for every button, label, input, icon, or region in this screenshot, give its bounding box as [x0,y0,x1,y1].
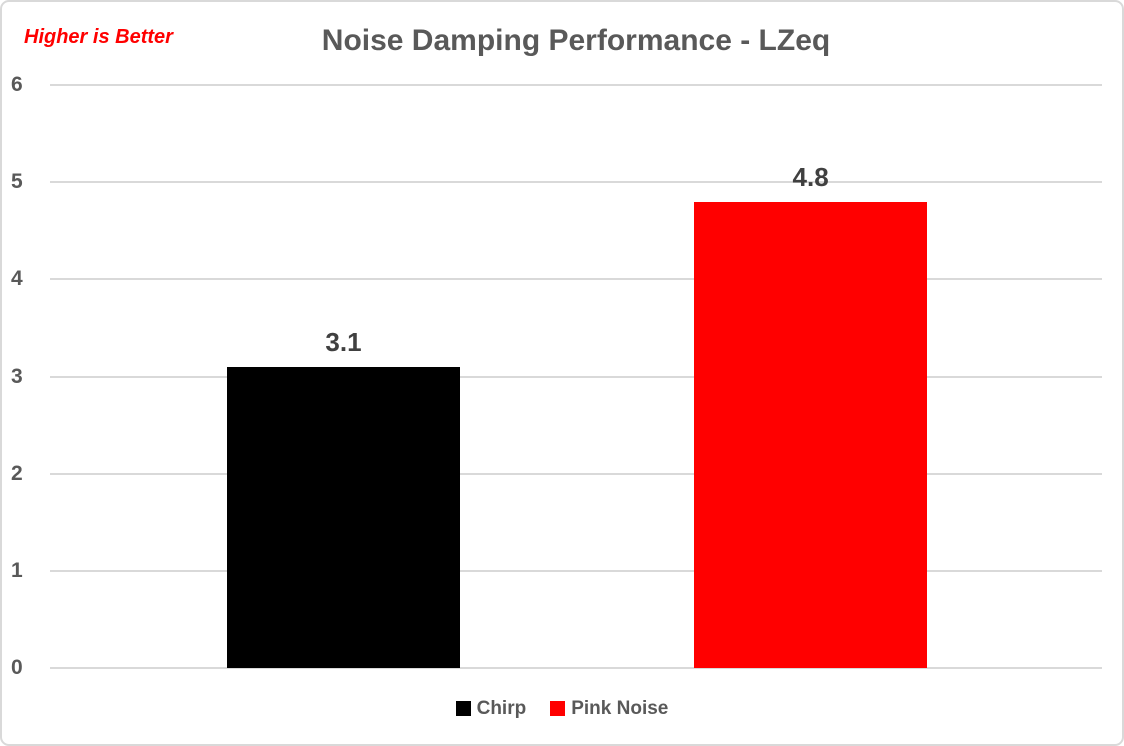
bar-value-label-pink-noise: 4.8 [792,161,829,192]
gridline [50,375,1102,378]
legend-item-pink-noise: Pink Noise [550,699,668,718]
legend-item-chirp: Chirp [455,698,527,719]
bar-pink-noise [694,201,927,668]
y-axis-tick-label: 0 [11,656,23,679]
y-axis-tick-label: 1 [11,558,23,582]
y-axis-tick-label: 5 [11,170,23,194]
plot-area: 3.1 4.8 [50,84,1102,669]
gridline [50,667,1102,669]
y-axis-tick-label: 3 [11,364,23,388]
legend: Chirp Pink Noise [2,699,1122,718]
gridline [50,181,1102,184]
chart-title: Noise Damping Performance - LZeq [321,24,831,57]
legend-swatch-pink-noise [550,701,566,716]
y-axis-tick-label: 2 [11,461,23,485]
bar-value-label-chirp: 3.1 [325,326,362,357]
legend-label-pink-noise: Pink Noise [571,698,669,719]
y-axis-tick-label: 6 [11,73,23,96]
higher-is-better-annotation: Higher is Better [24,26,173,48]
legend-label-chirp: Chirp [476,698,527,719]
gridline [50,472,1102,475]
gridline [50,569,1102,572]
gridline [50,84,1102,86]
gridline [50,278,1102,281]
y-axis-tick-label: 4 [11,267,23,291]
bar-chirp [227,366,460,668]
legend-swatch-chirp [455,701,471,716]
